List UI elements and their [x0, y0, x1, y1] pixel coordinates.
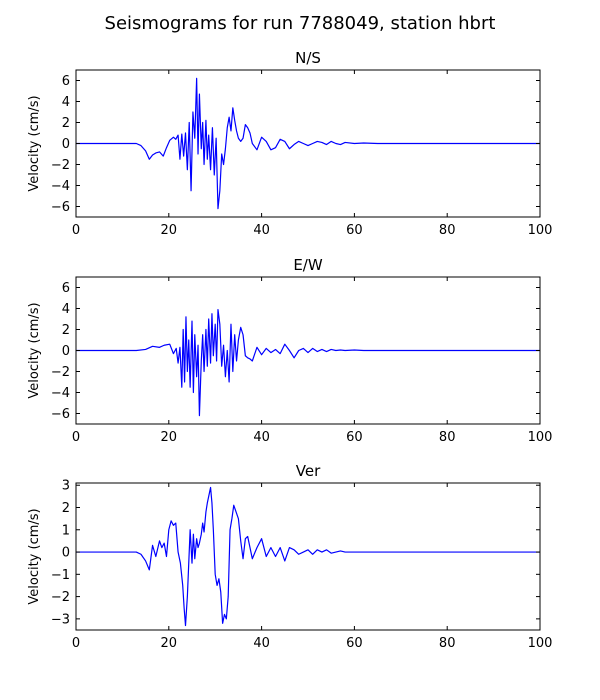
y-axis-label-ns: Velocity (cm/s): [27, 95, 42, 191]
x-tick-label-ns: 0: [72, 223, 80, 238]
subplot-ns: N/S 0 20 40 60 80 100 −6 −4 −2 0 2 4 6 Velocity (cm/s): [27, 49, 552, 238]
x-tick-label-ver: 100: [528, 636, 553, 651]
subplot-title-ew: E/W: [293, 256, 323, 274]
y-tick-label-ew: 6: [62, 281, 70, 296]
y-tick-label-ns: 4: [62, 95, 70, 110]
seismogram-trace-ver: [76, 486, 540, 627]
x-tick-label-ver: 0: [72, 636, 80, 651]
y-tick-label-ns: −4: [51, 179, 70, 194]
y-tick-label-ver: 2: [62, 501, 70, 516]
subplot-ew: E/W 0 20 40 60 80 100 −6 −4 −2 0 2 4 6 Velocity (cm/s): [27, 256, 552, 445]
y-tick-label-ew: 0: [62, 344, 70, 359]
y-tick-label-ver: −3: [51, 612, 70, 627]
seismogram-trace-ew: [76, 308, 540, 417]
x-tick-label-ns: 40: [253, 223, 270, 238]
x-tick-label-ew: 60: [346, 430, 363, 445]
x-tick-label-ew: 0: [72, 430, 80, 445]
y-tick-label-ver: 1: [62, 523, 70, 538]
y-axis-label-ew: Velocity (cm/s): [27, 302, 42, 398]
plot-frame-ver: [75, 482, 541, 631]
x-tick-label-ns: 60: [346, 223, 363, 238]
y-tick-label-ew: 2: [62, 323, 70, 338]
x-tick-label-ns: 20: [161, 223, 178, 238]
x-tick-label-ew: 80: [439, 430, 456, 445]
x-tick-label-ver: 20: [161, 636, 178, 651]
y-tick-label-ns: 6: [62, 74, 70, 89]
subplot-title-ns: N/S: [295, 49, 321, 67]
x-tick-label-ver: 40: [253, 636, 270, 651]
x-tick-label-ew: 40: [253, 430, 270, 445]
y-tick-label-ew: −2: [51, 365, 70, 380]
y-axis-label-ver: Velocity (cm/s): [27, 508, 42, 604]
x-tick-label-ver: 60: [346, 636, 363, 651]
y-tick-label-ns: 0: [62, 137, 70, 152]
figure-title: Seismograms for run 7788049, station hbr…: [105, 13, 496, 34]
x-tick-label-ver: 80: [439, 636, 456, 651]
y-tick-label-ver: −1: [51, 568, 70, 583]
y-tick-label-ver: 0: [62, 546, 70, 561]
y-tick-label-ew: −6: [51, 407, 70, 422]
subplot-title-ver: Ver: [296, 462, 321, 480]
subplot-ver: Ver 0 20 40 60 80 100 −3 −2 −1 0 1 2 3 Velocity (cm/s): [27, 462, 552, 651]
y-tick-label-ew: −4: [51, 386, 70, 401]
y-tick-label-ns: −2: [51, 158, 70, 173]
seismogram-trace-ns: [76, 77, 540, 210]
x-tick-label-ew: 20: [161, 430, 178, 445]
y-tick-label-ew: 4: [62, 302, 70, 317]
x-tick-label-ew: 100: [528, 430, 553, 445]
y-tick-label-ver: 3: [62, 479, 70, 494]
y-tick-label-ver: −2: [51, 590, 70, 605]
x-tick-label-ns: 100: [528, 223, 553, 238]
y-tick-label-ns: −6: [51, 200, 70, 215]
y-tick-label-ns: 2: [62, 116, 70, 131]
x-tick-label-ns: 80: [439, 223, 456, 238]
